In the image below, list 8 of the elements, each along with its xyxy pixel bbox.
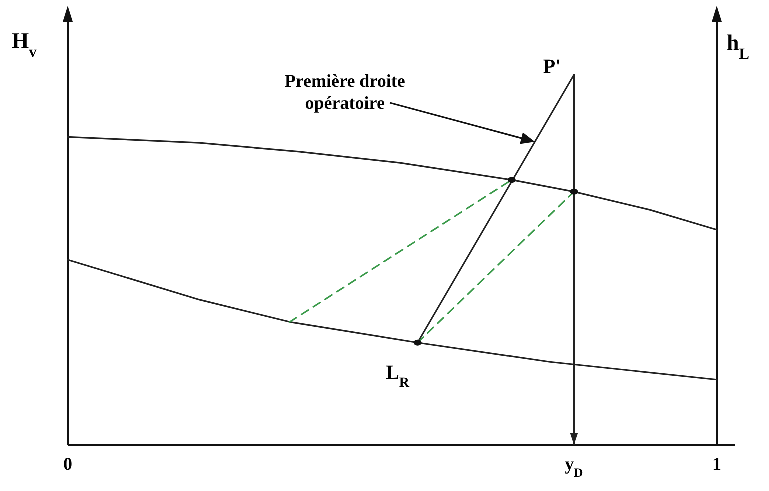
x-tick-label: 1 (712, 454, 722, 474)
annotation: L$_{R}$ (386, 362, 410, 390)
y-axis-title: H$_{v}$ (12, 28, 38, 60)
annotation: P' (543, 56, 562, 78)
annotation: Première droite opératoire (284, 70, 406, 113)
x-tick-label: 0 (64, 454, 72, 474)
x-tick-label: y$_{D}$ (565, 454, 584, 480)
y2-axis-title: h$_{L}$ (727, 30, 750, 62)
